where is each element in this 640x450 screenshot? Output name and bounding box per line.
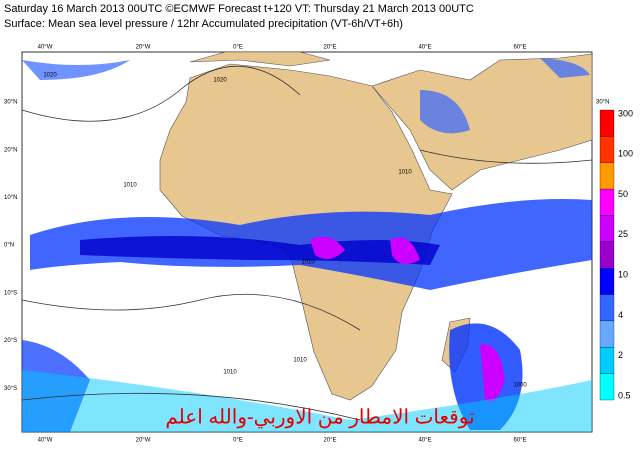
colorbar-swatch — [599, 109, 615, 137]
colorbar-label: 25 — [618, 229, 628, 239]
lon-label: 0°E — [233, 438, 243, 444]
lat-label: 30°N — [4, 100, 17, 106]
colorbar-swatch — [599, 188, 615, 216]
colorbar-label: 100 — [618, 149, 633, 159]
colorbar-swatch — [599, 241, 615, 269]
lon-label: 0°E — [233, 45, 243, 51]
lon-label: 20°W — [136, 45, 151, 51]
isobar-label: 1010 — [123, 183, 137, 189]
lon-label: 20°E — [323, 438, 336, 444]
lat-label: 10°N — [4, 195, 17, 201]
colorbar-swatch — [599, 347, 615, 374]
isobar-label: 1010 — [301, 260, 315, 266]
lat-label: 0°N — [4, 243, 14, 249]
colorbar-label: 0.5 — [618, 390, 631, 400]
lat-label: 20°N — [4, 147, 17, 153]
lon-label: 40°E — [418, 438, 431, 444]
header-line: Saturday 16 March 2013 00UTC ©ECMWF Fore… — [4, 3, 474, 15]
isobar-label: 1000 — [513, 383, 527, 389]
colorbar-swatch — [599, 136, 615, 163]
map — [21, 51, 593, 433]
lon-label: 60°E — [513, 438, 526, 444]
colorbar-label: 50 — [618, 189, 628, 199]
colorbar-swatch — [599, 320, 615, 348]
colorbar-label: 4 — [618, 310, 623, 320]
isobar-label: 1010 — [293, 358, 307, 364]
colorbar-label: 300 — [618, 108, 633, 118]
lat-label: 30°N — [596, 100, 609, 106]
colorbar-swatch — [599, 294, 615, 322]
header-line: Surface: Mean sea level pressure / 12hr … — [4, 18, 403, 30]
lon-label: 20°W — [136, 438, 151, 444]
lat-label: 10°S — [4, 290, 17, 296]
lon-label: 40°W — [38, 45, 53, 51]
isobar-label: 1020 — [213, 78, 227, 84]
colorbar-swatch — [599, 268, 615, 295]
lat-label: 20°S — [4, 338, 17, 344]
lon-label: 20°E — [323, 45, 336, 51]
colorbar-label: 2 — [618, 350, 623, 360]
isobar-label: 1010 — [398, 170, 412, 176]
isobar-label: 1010 — [223, 370, 237, 376]
lon-label: 40°W — [38, 438, 53, 444]
lon-label: 40°E — [418, 45, 431, 51]
isobar-label: 1020 — [43, 73, 57, 79]
lon-label: 60°E — [513, 45, 526, 51]
caption: توقعات الامطار من الاوربي-والله اعلم — [165, 406, 474, 428]
colorbar-swatch — [599, 215, 615, 242]
lat-label: 30°S — [4, 386, 17, 392]
colorbar-swatch — [599, 373, 615, 401]
colorbar-label: 10 — [618, 270, 628, 280]
colorbar-swatch — [599, 162, 615, 190]
